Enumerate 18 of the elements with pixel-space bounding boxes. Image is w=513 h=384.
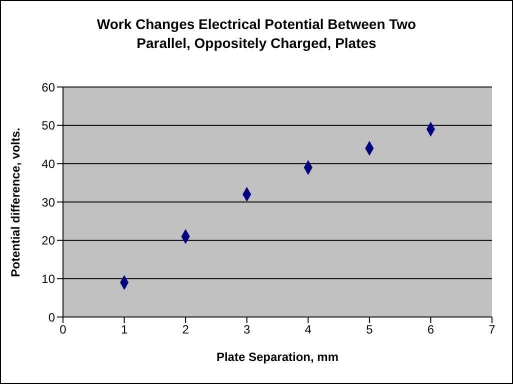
x-tick-label: 5 bbox=[366, 322, 374, 337]
y-tick-label: 10 bbox=[42, 272, 56, 286]
x-tick-label: 3 bbox=[244, 322, 251, 337]
x-tick-label: 6 bbox=[427, 322, 434, 337]
y-tick-label: 30 bbox=[42, 195, 56, 210]
x-axis-title: Plate Separation, mm bbox=[216, 350, 339, 364]
y-tick-label: 50 bbox=[42, 118, 56, 133]
y-tick-label: 0 bbox=[48, 310, 56, 324]
x-tick-label: 7 bbox=[488, 322, 496, 337]
y-axis-title: Potential difference, volts. bbox=[8, 128, 22, 277]
y-tick-label: 40 bbox=[42, 156, 56, 171]
x-tick-label: 1 bbox=[120, 322, 128, 337]
x-tick-label: 0 bbox=[60, 322, 67, 337]
y-tick-label: 60 bbox=[42, 80, 56, 94]
chart-title: Work Changes Electrical Potential Between Two Parallel, Oppositely Charged, Plates bbox=[96, 15, 418, 53]
x-tick-label: 4 bbox=[304, 322, 312, 337]
x-tick-label: 2 bbox=[182, 322, 190, 337]
y-tick-label: 20 bbox=[42, 234, 56, 248]
